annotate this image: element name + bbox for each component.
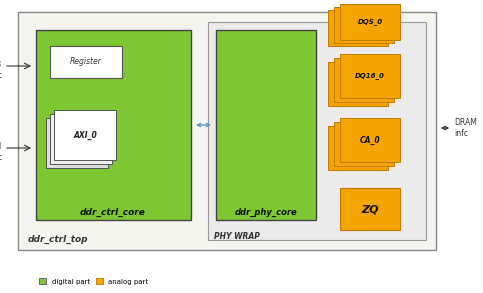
Text: ddr_phy_core: ddr_phy_core bbox=[235, 208, 298, 217]
Text: ddr_ctrl_core: ddr_ctrl_core bbox=[80, 208, 146, 217]
Bar bbox=[334, 58, 394, 102]
Text: PHY WRAP: PHY WRAP bbox=[214, 232, 260, 241]
Bar bbox=[340, 118, 400, 162]
Text: ddr_ctrl_top: ddr_ctrl_top bbox=[28, 235, 88, 244]
Text: DRAM
infc: DRAM infc bbox=[454, 118, 477, 138]
Text: Register: Register bbox=[70, 57, 102, 67]
Bar bbox=[340, 4, 400, 40]
Bar bbox=[328, 126, 388, 170]
Text: AHB
infc: AHB infc bbox=[0, 60, 2, 80]
Bar bbox=[340, 188, 400, 230]
Bar bbox=[216, 30, 316, 220]
Bar bbox=[334, 7, 394, 43]
Bar bbox=[54, 110, 116, 160]
Text: CA_0: CA_0 bbox=[360, 135, 380, 144]
Bar bbox=[334, 122, 394, 166]
Bar bbox=[208, 22, 426, 240]
Bar bbox=[50, 114, 112, 164]
Bar bbox=[328, 62, 388, 106]
Bar bbox=[50, 46, 122, 78]
Text: AXI_0: AXI_0 bbox=[73, 130, 97, 139]
Text: DQ16_0: DQ16_0 bbox=[355, 73, 385, 79]
Bar bbox=[36, 30, 191, 220]
Text: ZQ: ZQ bbox=[361, 204, 379, 214]
Bar bbox=[18, 12, 436, 250]
Text: ANI
infc: ANI infc bbox=[0, 142, 2, 162]
Text: DQS_0: DQS_0 bbox=[357, 18, 383, 25]
Bar bbox=[340, 54, 400, 98]
Bar bbox=[328, 10, 388, 46]
Bar bbox=[46, 118, 108, 168]
Legend: digital part, analog part: digital part, analog part bbox=[40, 278, 148, 285]
